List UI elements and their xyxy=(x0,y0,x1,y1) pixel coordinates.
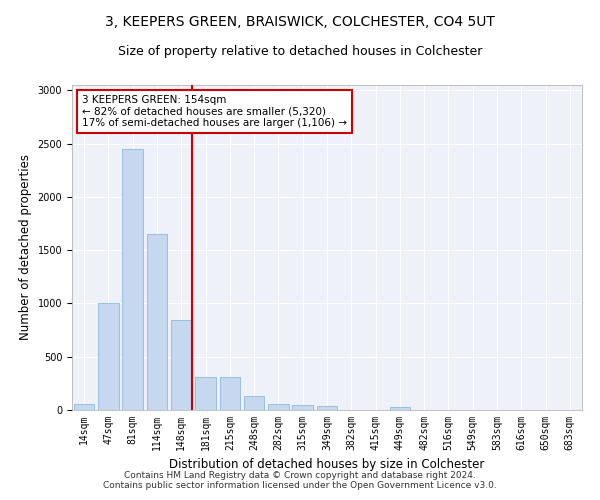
Text: Contains HM Land Registry data © Crown copyright and database right 2024.
Contai: Contains HM Land Registry data © Crown c… xyxy=(103,470,497,490)
Bar xyxy=(268,404,289,410)
Bar xyxy=(98,304,119,410)
Bar xyxy=(317,406,337,410)
Text: Size of property relative to detached houses in Colchester: Size of property relative to detached ho… xyxy=(118,45,482,58)
Bar xyxy=(244,396,265,410)
Text: 3 KEEPERS GREEN: 154sqm
← 82% of detached houses are smaller (5,320)
17% of semi: 3 KEEPERS GREEN: 154sqm ← 82% of detache… xyxy=(82,94,347,128)
Bar xyxy=(74,404,94,410)
X-axis label: Distribution of detached houses by size in Colchester: Distribution of detached houses by size … xyxy=(169,458,485,471)
Bar xyxy=(146,234,167,410)
Bar xyxy=(122,149,143,410)
Bar xyxy=(220,377,240,410)
Bar xyxy=(171,320,191,410)
Text: 3, KEEPERS GREEN, BRAISWICK, COLCHESTER, CO4 5UT: 3, KEEPERS GREEN, BRAISWICK, COLCHESTER,… xyxy=(105,15,495,29)
Bar xyxy=(292,404,313,410)
Y-axis label: Number of detached properties: Number of detached properties xyxy=(19,154,32,340)
Bar xyxy=(389,407,410,410)
Bar xyxy=(195,377,216,410)
